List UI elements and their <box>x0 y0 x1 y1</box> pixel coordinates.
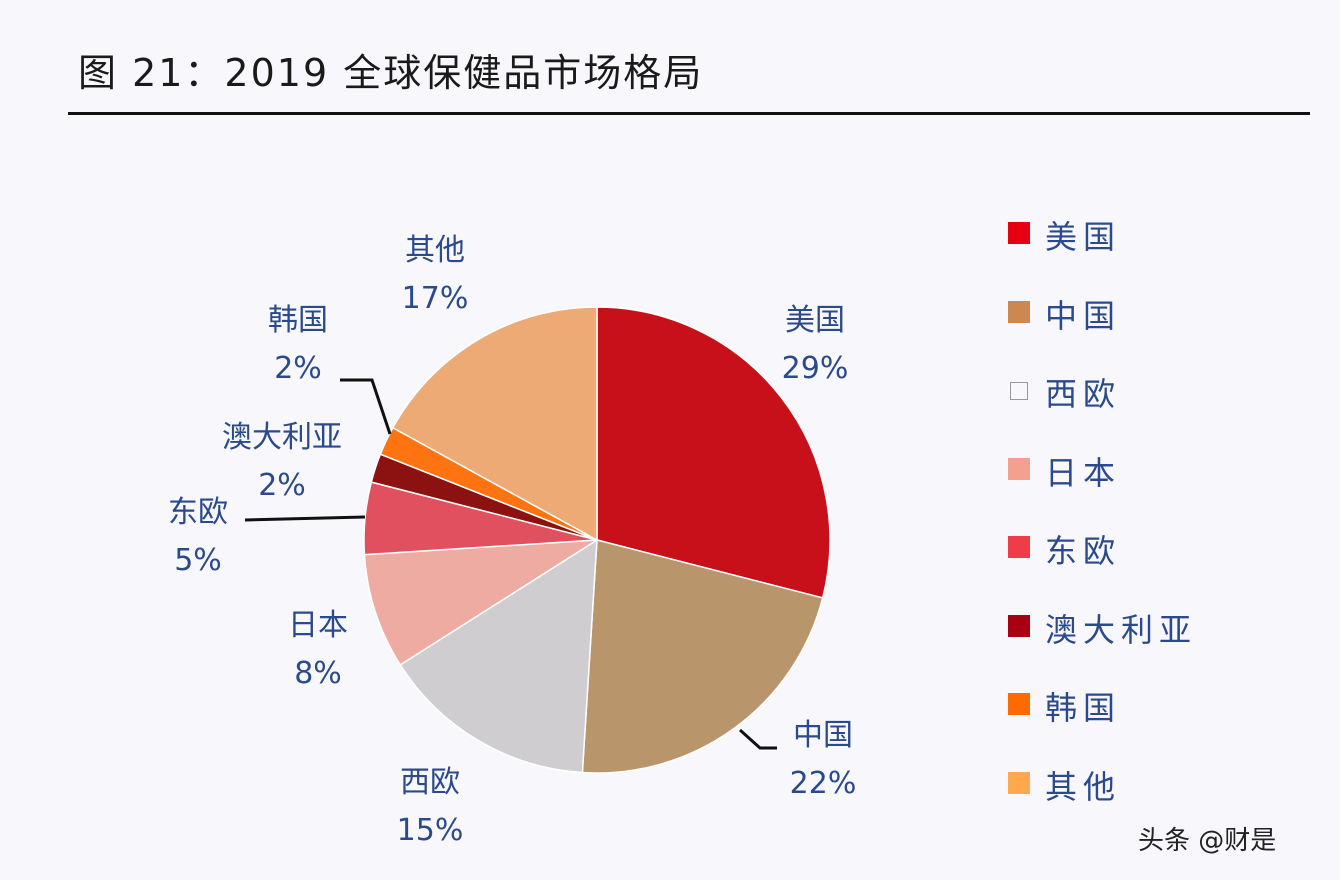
pie-slice-1 <box>581 539 824 774</box>
legend-swatch <box>1008 222 1030 244</box>
data-label: 5% <box>174 543 222 578</box>
legend-label: 韩国 <box>1045 689 1122 727</box>
legend-label: 东欧 <box>1045 532 1122 570</box>
category-label: 美国 <box>785 303 845 338</box>
leader-line <box>244 515 366 522</box>
category-label: 日本 <box>288 608 348 643</box>
legend-swatch <box>1008 536 1030 558</box>
category-label: 东欧 <box>168 495 228 530</box>
category-label: 中国 <box>793 718 853 753</box>
legend-swatch <box>1010 382 1028 400</box>
category-label: 其他 <box>405 233 465 268</box>
legend-label: 澳大利亚 <box>1045 610 1198 649</box>
data-label: 2% <box>274 351 322 386</box>
category-label: 澳大利亚 <box>222 420 342 455</box>
chart-title: 图 21：2019 全球保健品市场格局 <box>78 51 704 95</box>
leader-line <box>340 378 392 435</box>
data-label: 2% <box>258 468 306 503</box>
watermark: 头条 @财是 <box>1138 826 1277 856</box>
pie-slice-7 <box>391 306 598 542</box>
category-label: 韩国 <box>268 303 328 338</box>
legend-swatch <box>1008 771 1030 794</box>
pie-slice-0 <box>596 306 831 599</box>
pie-slice-3 <box>363 539 598 666</box>
category-label: 西欧 <box>400 765 460 800</box>
legend-label: 中国 <box>1045 296 1122 335</box>
legend-label: 西欧 <box>1045 375 1122 413</box>
legend-label: 美国 <box>1045 218 1122 256</box>
legend-swatch <box>1008 300 1030 323</box>
legend-swatch <box>1008 457 1030 480</box>
legend-swatch <box>1008 693 1030 715</box>
data-label: 15% <box>397 813 464 848</box>
data-label: 29% <box>782 351 849 386</box>
title-rule <box>68 112 1310 115</box>
legend-swatch <box>1008 614 1030 637</box>
pie-slice-2 <box>399 538 598 774</box>
data-label: 17% <box>402 281 469 316</box>
legend-label: 日本 <box>1045 453 1122 492</box>
data-label: 8% <box>294 656 342 691</box>
data-label: 22% <box>790 766 857 801</box>
legend-label: 其他 <box>1045 767 1122 806</box>
leader-line <box>738 728 777 750</box>
